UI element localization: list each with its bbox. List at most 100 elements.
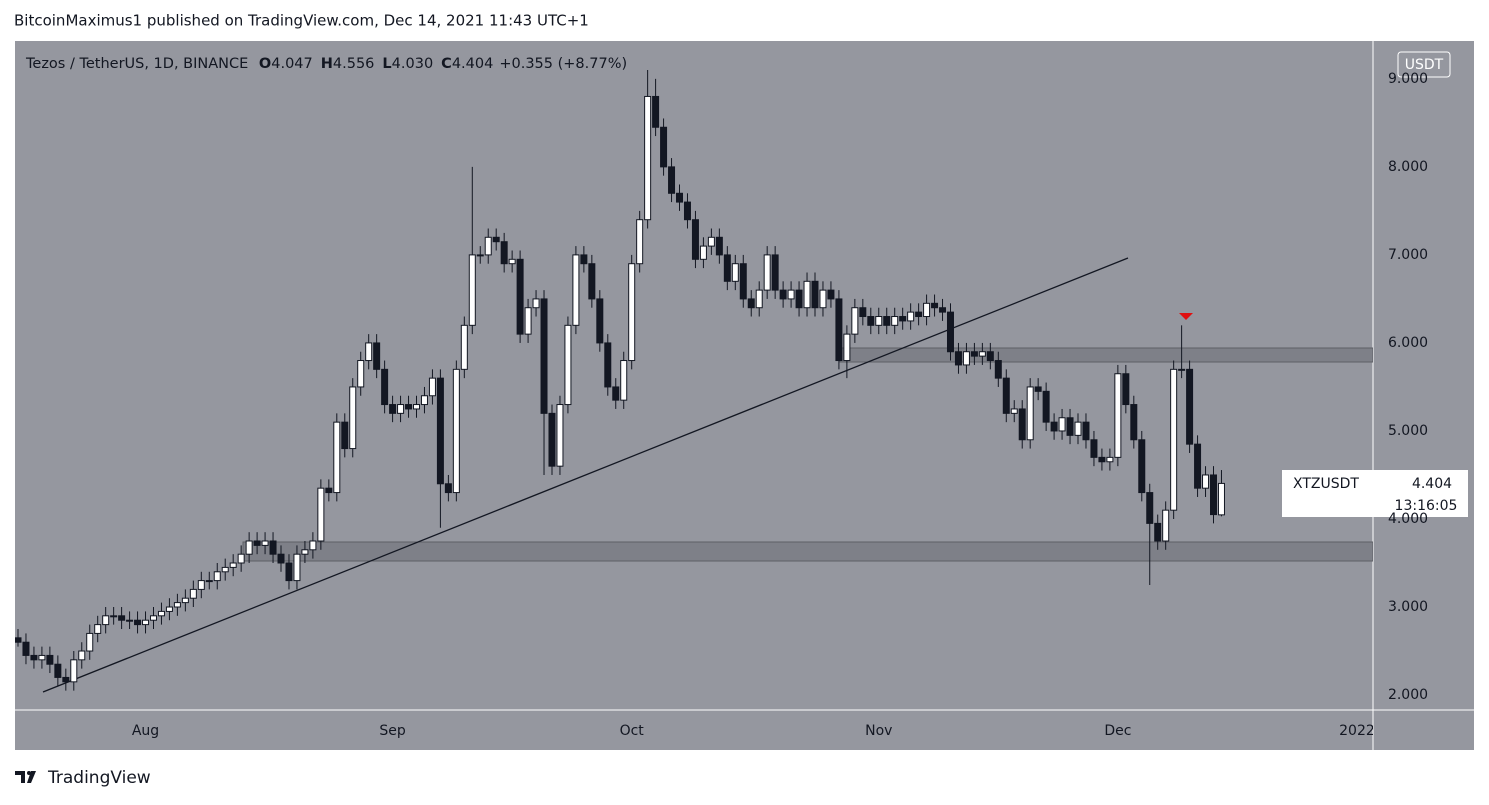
candle-body	[22, 641, 30, 656]
candle-body	[149, 615, 157, 621]
candle-body	[1146, 492, 1154, 524]
candle-body	[126, 619, 134, 622]
plot	[15, 70, 1373, 693]
footer-logo	[15, 771, 36, 783]
candle-body	[165, 606, 173, 612]
candle-body	[1210, 474, 1217, 516]
legend: Tezos / TetherUS, 1D, BINANCE O4.047 H4.5…	[25, 56, 627, 72]
candle-body	[309, 540, 317, 551]
candle-body	[460, 324, 468, 370]
candle-body	[986, 351, 994, 362]
candle-body	[397, 404, 405, 414]
candle-body	[1170, 368, 1178, 511]
price-label-symbol: XTZUSDT	[1293, 476, 1359, 492]
legend-change: +0.355 (+8.77%)	[499, 56, 627, 72]
price-label-box	[1282, 470, 1468, 517]
candle-body	[357, 360, 365, 388]
candle-body	[739, 263, 747, 300]
candle-body	[70, 659, 78, 683]
legend-key: O	[259, 56, 271, 72]
candle-body	[604, 342, 612, 388]
candle-body	[1202, 474, 1210, 489]
candle-body	[939, 307, 947, 313]
candle-body	[405, 404, 413, 410]
candle-body	[763, 254, 771, 291]
candle-body	[54, 663, 62, 678]
candle-body	[317, 487, 325, 542]
candle-body	[691, 219, 699, 260]
candle-body	[859, 307, 867, 318]
candle-body	[516, 258, 524, 335]
x-tick-label: Dec	[1104, 723, 1131, 739]
candle-body	[1034, 386, 1042, 392]
candle-body	[102, 615, 110, 626]
candle-body	[261, 540, 269, 546]
candle-body	[1026, 386, 1034, 441]
candle-body	[827, 289, 835, 300]
candle-body	[787, 289, 795, 300]
rejection-marker	[1179, 313, 1193, 320]
candle-body	[468, 254, 476, 326]
y-tick-label: 2.000	[1388, 687, 1428, 703]
candle-body	[1018, 408, 1026, 441]
candle-body	[1082, 421, 1090, 441]
candle-body	[699, 245, 707, 260]
candle-body	[1194, 443, 1202, 489]
x-tick-label: Nov	[865, 723, 892, 739]
candle-body	[157, 610, 165, 617]
candle-body	[580, 254, 588, 265]
candle-body	[142, 619, 150, 626]
candle-body	[811, 280, 819, 309]
price-label-countdown: 13:16:05	[1395, 498, 1458, 514]
legend-key: L	[382, 56, 391, 72]
y-tick-label: 8.000	[1388, 159, 1428, 175]
y-tick-label: 3.000	[1388, 599, 1428, 615]
candle-body	[923, 302, 931, 318]
candle-body	[723, 254, 731, 282]
candle-body	[1122, 373, 1130, 406]
legend-value: 4.556	[333, 56, 375, 72]
candle-body	[46, 654, 54, 665]
candle-body	[205, 580, 213, 583]
candle-body	[899, 316, 907, 322]
candle-body	[15, 637, 22, 643]
legend-value: 4.047	[271, 56, 313, 72]
candle-body	[588, 263, 596, 300]
candle-body	[660, 126, 668, 168]
candle-body	[1106, 456, 1114, 463]
y-tick-label: 7.000	[1388, 247, 1428, 263]
candle-body	[755, 289, 763, 309]
candle-body	[636, 219, 644, 265]
candle-body	[1154, 522, 1162, 542]
candle-body	[803, 280, 811, 309]
candle-body	[652, 95, 660, 128]
x-tick-label: 2022	[1339, 723, 1375, 739]
candle-body	[381, 368, 389, 406]
candle-body	[819, 289, 827, 309]
candle-body	[86, 632, 94, 652]
candle-body	[747, 298, 755, 309]
candle-body	[556, 404, 564, 467]
candle-body	[118, 615, 126, 621]
publish-info: BitcoinMaximus1 published on TradingView…	[14, 12, 589, 30]
candle-body	[229, 562, 237, 568]
candle-body	[189, 588, 197, 599]
candle-body	[524, 307, 532, 335]
candle-body	[795, 289, 803, 309]
candle-body	[1090, 439, 1098, 458]
y-tick-label: 4.000	[1388, 511, 1428, 527]
candle-body	[1098, 456, 1106, 463]
candle-body	[1162, 509, 1170, 542]
y-tick-label: 9.000	[1388, 71, 1428, 87]
candle-body	[978, 351, 986, 357]
logo-dot	[27, 771, 31, 775]
candle-body	[1074, 421, 1082, 436]
currency-label: USDT	[1405, 57, 1444, 73]
candle-body	[676, 192, 684, 203]
candle-body	[484, 236, 492, 256]
candle-body	[1002, 377, 1010, 414]
candle-body	[452, 368, 460, 494]
candle-body	[1010, 408, 1018, 414]
x-tick-label: Aug	[132, 723, 159, 739]
